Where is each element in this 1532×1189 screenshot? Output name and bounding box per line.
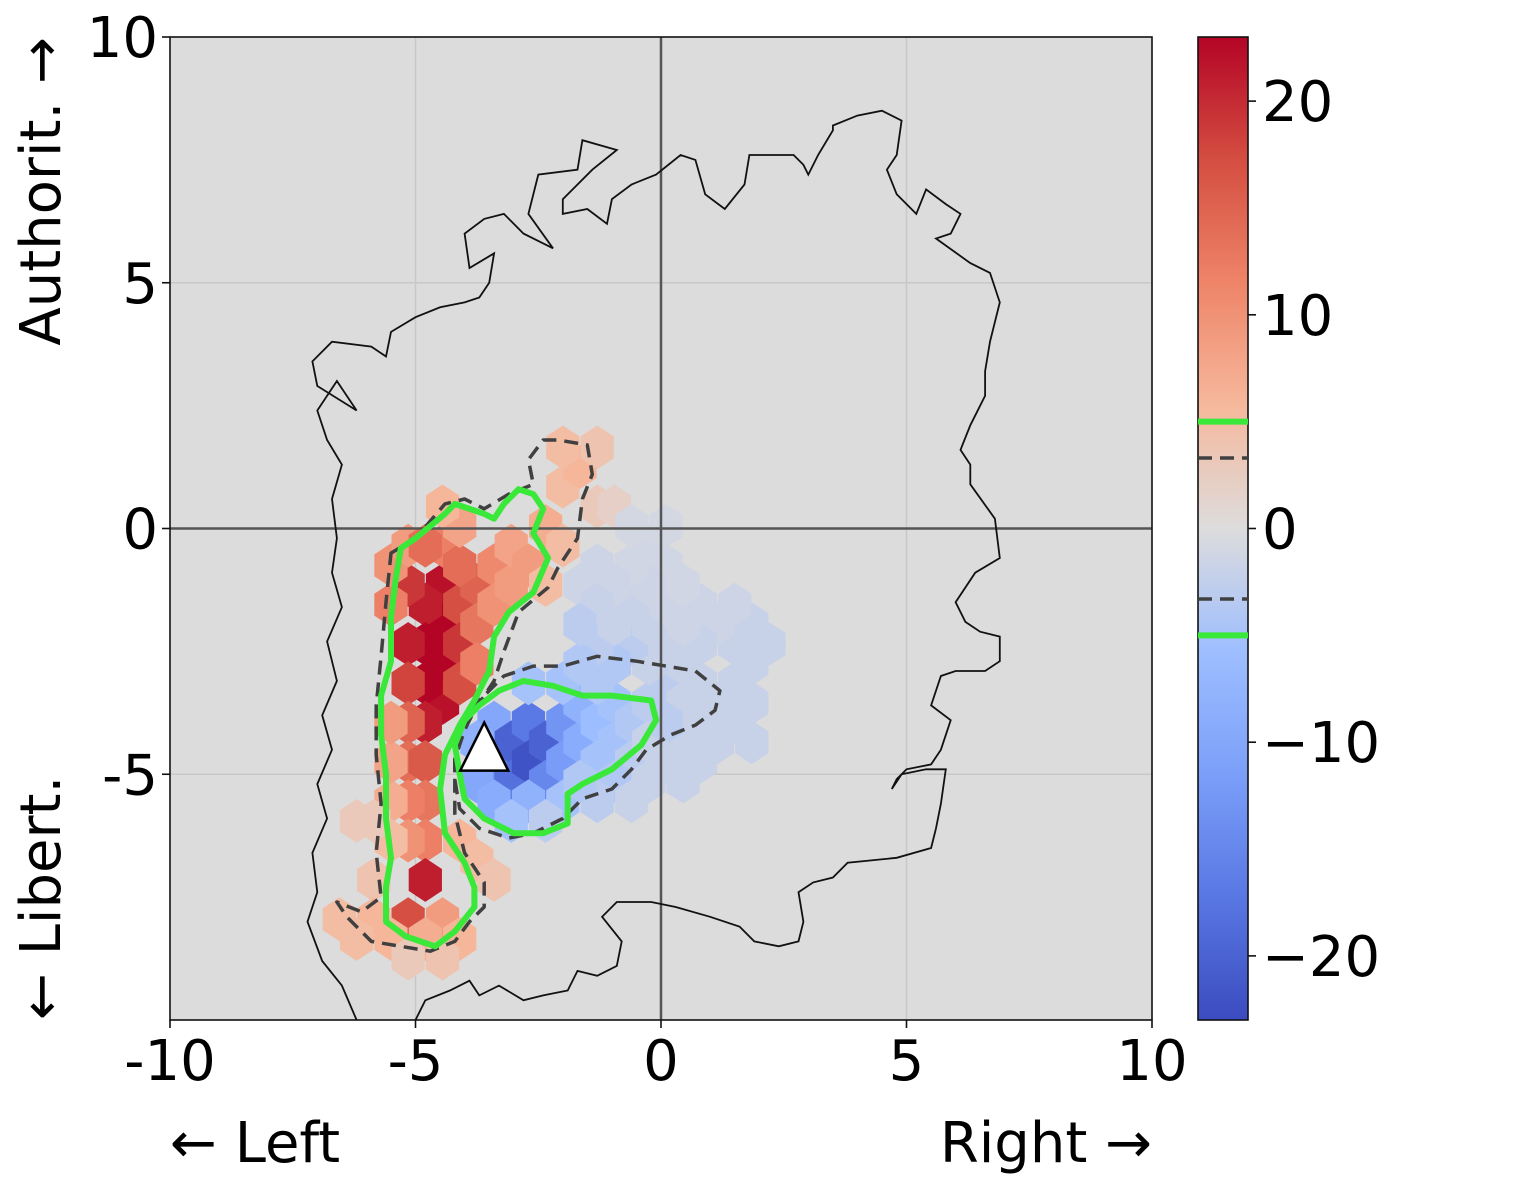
colorbar-tick-label: −20 [1262, 925, 1380, 990]
y-tick-label: 10 [87, 6, 158, 71]
x-tick-label: 5 [889, 1029, 925, 1094]
hexbin-cell [649, 504, 683, 548]
x-tick-label: -5 [388, 1029, 444, 1094]
hexbin-cell [614, 504, 649, 548]
y-tick-label: 0 [122, 498, 158, 563]
colorbar-tick-label: −10 [1262, 711, 1380, 776]
contour-layer [306, 109, 1001, 1020]
x-ticks: -10 -5 0 5 10 [124, 1020, 1188, 1094]
x-tick-label: 0 [643, 1029, 679, 1094]
hexbin-cell [391, 661, 425, 706]
colorbar-tick-label: 10 [1262, 284, 1333, 349]
green-contour-negative [451, 677, 660, 837]
x-axis-label-left: ← Left [170, 1111, 340, 1176]
y-axis-label-bottom: ← Libert. [9, 776, 74, 1020]
colorbar-tick-label: 0 [1262, 498, 1298, 563]
triangle-marker [458, 719, 511, 772]
hexbin-cell [546, 523, 580, 568]
hexbin-cell [563, 641, 597, 686]
hexbin-cell [408, 740, 442, 784]
hexbin-cell [580, 425, 614, 470]
marker-layer [458, 719, 511, 772]
colorbar-levels [1198, 418, 1248, 639]
dashed-contour-negative [453, 654, 722, 840]
y-tick-label: -5 [102, 743, 158, 808]
dashed-contour-positive [335, 438, 595, 953]
y-ticks: -5 0 5 10 [87, 6, 170, 808]
outer-contour [306, 109, 1001, 1020]
hexbin-cell [735, 720, 769, 765]
colorbar-tick-label: 20 [1262, 70, 1333, 135]
hexbin-cell [391, 622, 425, 666]
hexbin-cell [339, 916, 374, 961]
hexbin-cell [614, 779, 649, 824]
colorbar-ticks: 20 10 0 −10 −20 [1248, 70, 1380, 990]
hexbin-cell [408, 857, 442, 902]
hexbin-cell [443, 543, 477, 588]
hexbin-cell [649, 740, 683, 784]
hexbin-cell [546, 425, 580, 470]
hexbin-cell [563, 602, 597, 647]
y-axis-label-top: Authorit. → [9, 37, 74, 346]
hexbin-cell [339, 799, 374, 843]
x-axis-label-right: Right → [940, 1111, 1152, 1176]
colorbar [1197, 36, 1249, 1021]
green-contour-positive [378, 486, 552, 950]
hexbin-cell [683, 740, 717, 784]
x-tick-label: -10 [124, 1029, 215, 1094]
y-tick-label: 5 [122, 252, 158, 317]
zero-lines [170, 37, 1152, 1020]
x-tick-label: 10 [1116, 1029, 1187, 1094]
